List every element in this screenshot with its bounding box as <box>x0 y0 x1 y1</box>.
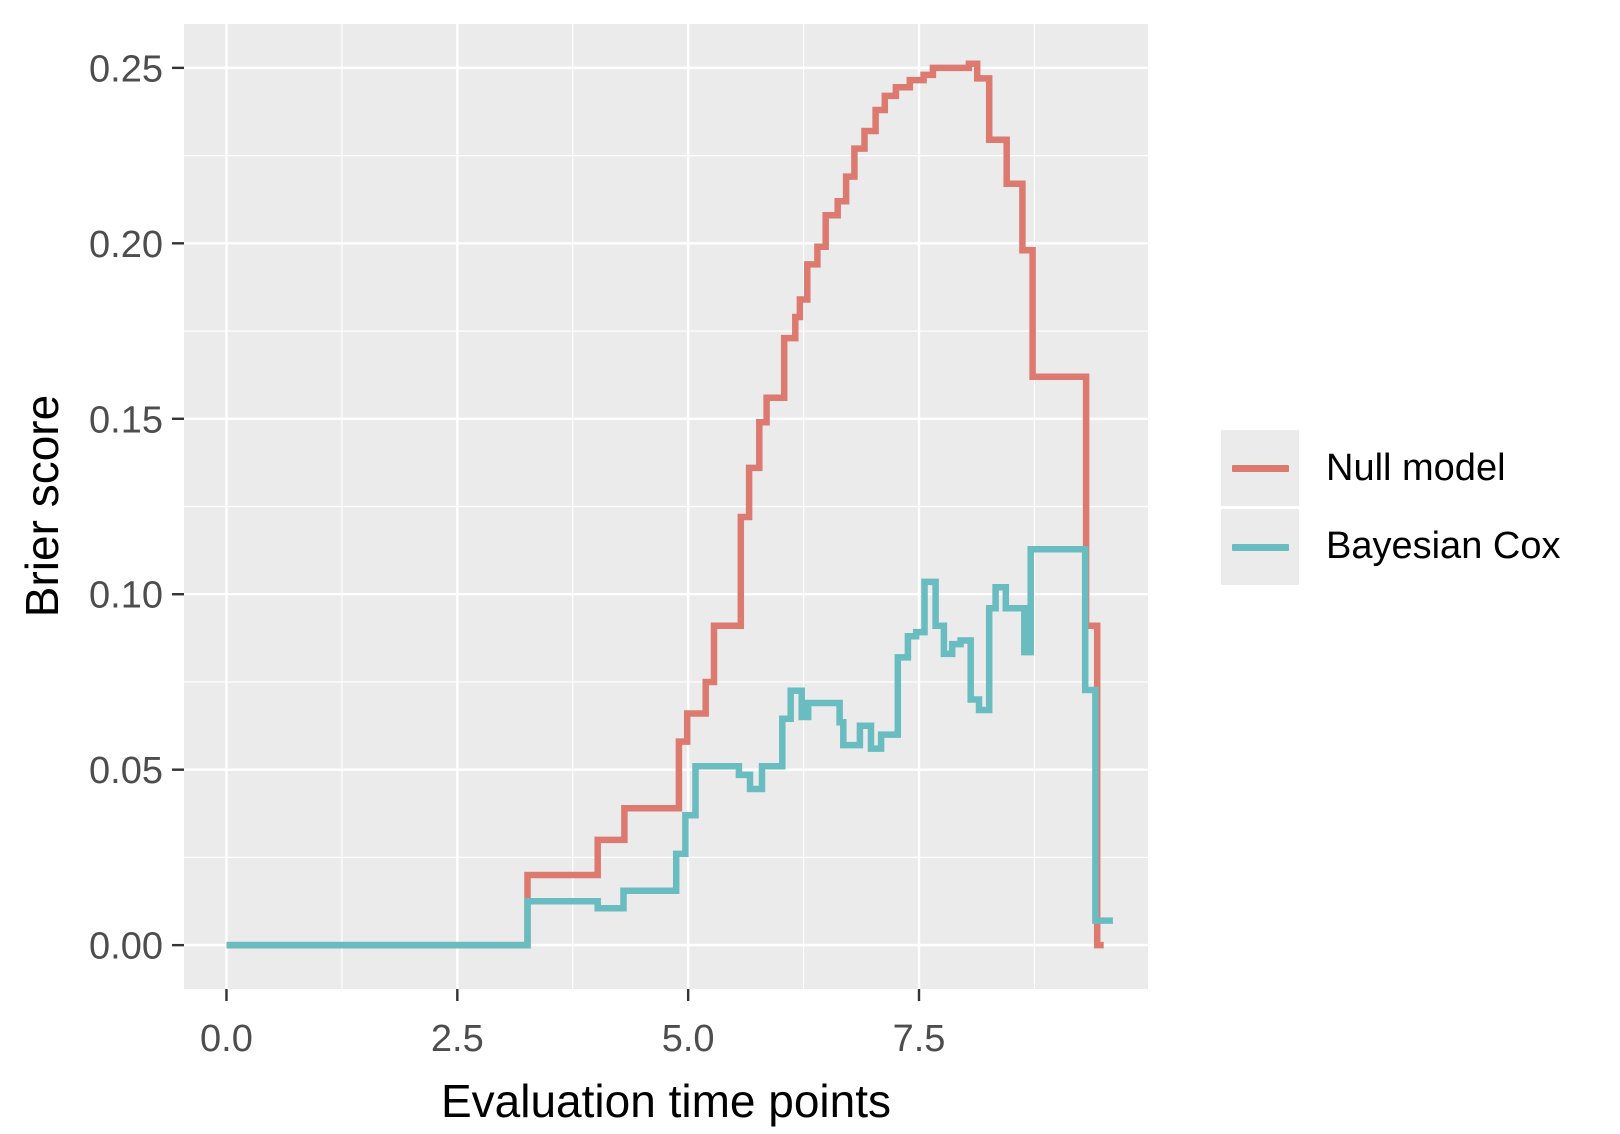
series-line-null-model <box>226 60 1104 949</box>
x-tick-label: 7.5 <box>893 1018 946 1060</box>
x-axis-title: Evaluation time points <box>440 1075 892 1127</box>
legend: Null model Bayesian Cox <box>1221 429 1560 585</box>
legend-label-null-model: Null model <box>1326 446 1506 489</box>
bayesian-cox-line-sample-icon <box>1231 543 1289 551</box>
x-tick-label: 5.0 <box>662 1018 715 1060</box>
legend-key-bayesian-cox <box>1221 509 1299 585</box>
null-model-line-sample-icon <box>1231 464 1289 472</box>
y-tick-label: 0.05 <box>89 750 163 792</box>
x-tick-label: 2.5 <box>431 1018 484 1060</box>
y-tick-label: 0.00 <box>89 926 163 968</box>
x-tick-label: 0.0 <box>200 1018 253 1060</box>
y-axis-title: Brier score <box>16 394 68 618</box>
legend-key-null-model <box>1221 430 1299 506</box>
y-tick-label: 0.25 <box>89 48 163 90</box>
y-tick-label: 0.20 <box>89 224 163 266</box>
y-tick-label: 0.15 <box>89 399 163 441</box>
y-tick-label: 0.10 <box>89 575 163 617</box>
legend-item-null-model: Null model <box>1221 429 1560 507</box>
legend-label-bayesian-cox: Bayesian Cox <box>1326 524 1561 567</box>
series-line-bayesian-cox <box>226 546 1113 949</box>
legend-item-bayesian-cox: Bayesian Cox <box>1221 507 1560 585</box>
